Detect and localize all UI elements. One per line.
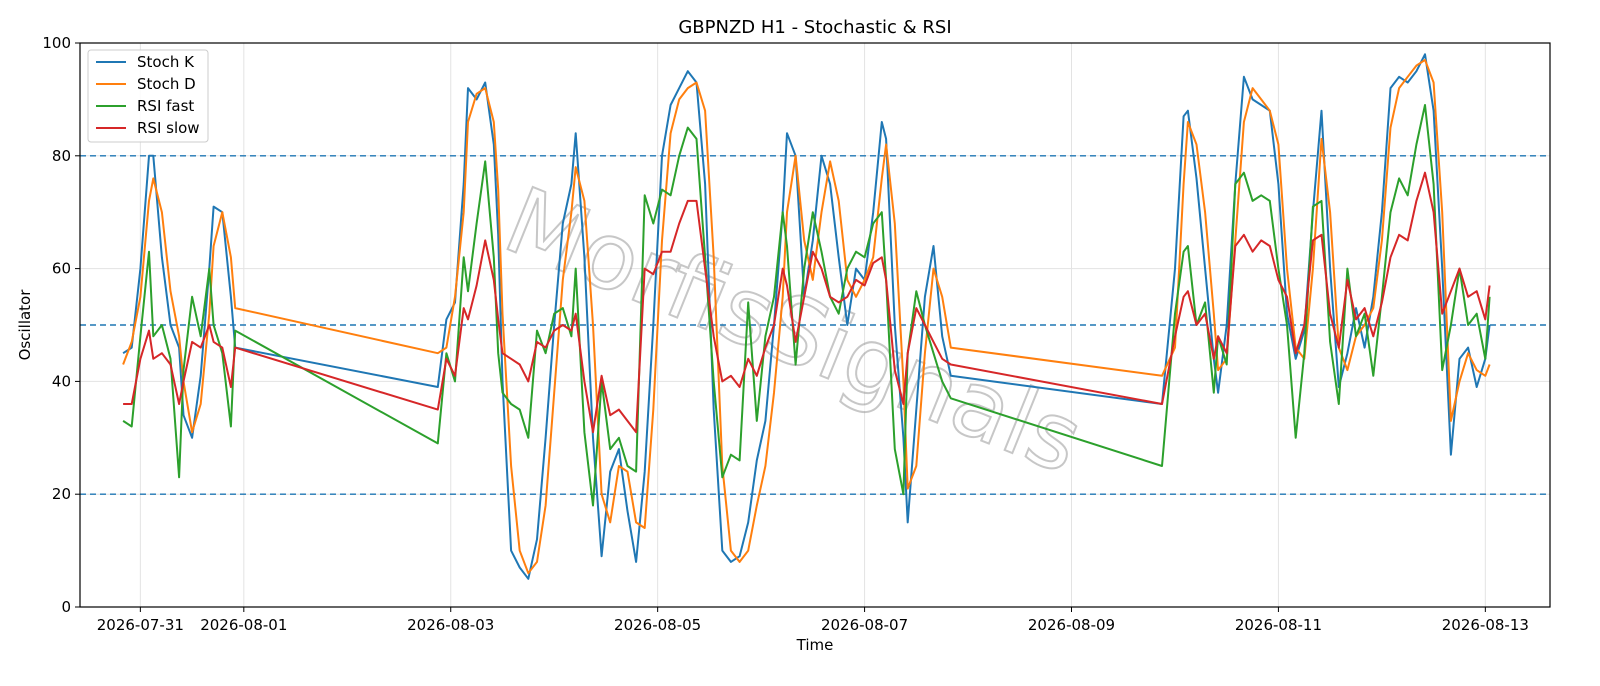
series-line-stoch-d [122,58,1491,575]
x-axis-ticks: 2026-07-31 2026-08-01 2026-08-03 2026-08-05… [97,607,1529,634]
x-tick-label: 2026-08-05 [614,616,701,634]
y-axis-ticks: 0 20 40 60 80 100 [42,34,80,616]
x-tick-label: 2026-08-07 [821,616,908,634]
x-tick-label: 2026-08-03 [407,616,494,634]
y-tick-label: 60 [52,260,71,278]
legend-label: Stoch D [137,75,196,93]
plot-frame [79,42,1551,608]
series-line-stoch-k [122,53,1491,580]
series-layer [122,53,1491,580]
chart-title: GBPNZD H1 - Stochastic & RSI [678,17,951,38]
x-tick-label: 2026-08-11 [1235,616,1322,634]
legend-label: Stoch K [137,53,195,71]
x-tick-label: 2026-08-01 [200,616,287,634]
legend-label: RSI slow [137,119,200,137]
x-axis-label: Time [796,636,834,654]
x-tick-label: 2026-07-31 [97,616,184,634]
y-tick-label: 80 [52,147,71,165]
y-tick-label: 20 [52,485,71,503]
legend-box [87,49,209,143]
legend: Stoch K Stoch D RSI fast RSI slow [87,49,209,143]
y-tick-label: 40 [52,372,71,390]
series-line-rsi-slow [123,171,1491,434]
y-tick-label: 0 [61,598,71,616]
y-tick-label: 100 [42,34,71,52]
y-axis-label: Oscillator [16,289,34,361]
x-tick-label: 2026-08-09 [1028,616,1115,634]
legend-label: RSI fast [137,97,194,115]
x-tick-label: 2026-08-13 [1442,616,1529,634]
series-line-rsi-fast [122,104,1491,507]
